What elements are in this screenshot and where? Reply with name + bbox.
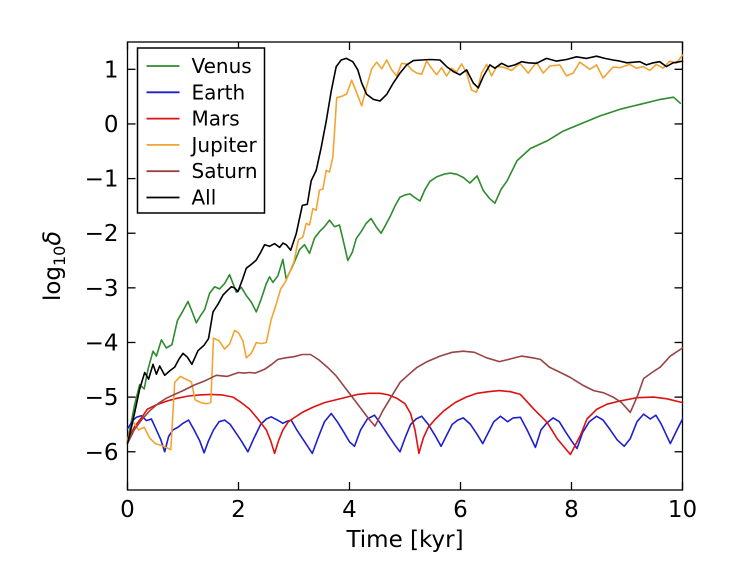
series-line-jupiter [126,54,684,451]
y-axis-label-subscript: 10 [50,246,69,266]
y-tick-label: −5 [85,385,119,411]
legend-label-jupiter: Jupiter [190,133,258,157]
axes-frame [126,41,684,491]
svg-text:log10δ: log10δ [38,231,69,301]
series-line-venus [126,96,682,442]
y-tick-label: −6 [85,440,119,466]
legend-label-saturn: Saturn [192,159,258,183]
x-axis-label: Time [kyr] [345,527,463,553]
x-tick-label: 4 [342,497,357,523]
y-tick-label: −1 [85,167,119,193]
series-line-mars [126,389,684,456]
data-series [126,54,684,456]
y-tick-label: −4 [85,330,119,356]
y-axis-label: log10δ [38,231,69,301]
axis-tick-labels: 0 2 4 6 8 10 −6 −5 −4 −3 −2 −1 0 1 [85,57,698,523]
series-line-saturn [126,347,684,445]
series-line-all [126,55,684,445]
y-tick-label: 0 [104,112,119,138]
x-tick-label: 2 [231,497,246,523]
y-axis-label-symbol: δ [38,231,66,246]
x-tick-label: 10 [668,497,697,523]
legend-label-venus: Venus [192,54,252,78]
legend-box [136,47,266,214]
y-tick-label: −3 [85,276,119,302]
legend-label-all: All [192,186,217,210]
x-tick-label: 0 [120,497,135,523]
y-axis-label-prefix: log [40,266,66,301]
x-tick-label: 8 [564,497,579,523]
x-tick-label: 6 [453,497,468,523]
y-tick-label: 1 [104,57,119,83]
legend-label-earth: Earth [192,80,246,104]
plot-frame [126,41,684,491]
y-tick-label: −2 [85,221,119,247]
series-line-earth [126,412,684,455]
legend-label-mars: Mars [192,107,240,131]
